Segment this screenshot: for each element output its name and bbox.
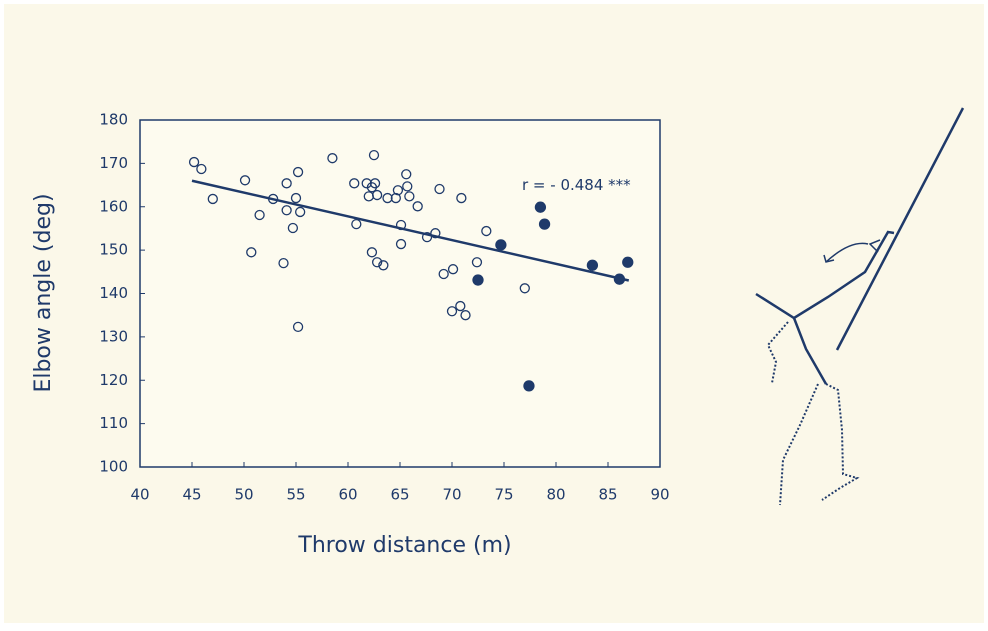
data-point (460, 310, 471, 321)
data-point (392, 185, 404, 196)
y-axis-title: Elbow angle (deg) (31, 193, 56, 392)
data-point (519, 283, 530, 294)
data-point (371, 257, 383, 268)
data-point (401, 169, 412, 180)
data-point (327, 153, 338, 164)
data-point (390, 192, 401, 204)
annotation: r = - 0.484 *** (522, 176, 631, 194)
data-point (495, 239, 507, 251)
data-point (404, 191, 415, 202)
data-point (254, 209, 265, 221)
data-point (446, 306, 458, 317)
data-point (349, 178, 360, 189)
data-point (430, 228, 441, 239)
x-tick-label: 45 (182, 486, 201, 504)
data-point (421, 231, 433, 243)
x-axis-title: Throw distance (m) (297, 533, 511, 558)
y-tick-label: 100 (99, 458, 128, 476)
data-point (292, 321, 304, 333)
data-point (395, 238, 407, 250)
data-point (523, 380, 535, 392)
x-tick-label: 90 (650, 486, 669, 504)
x-tick-label: 65 (390, 486, 409, 504)
x-tick-label: 40 (130, 486, 149, 504)
y-tick-label: 160 (99, 197, 128, 215)
data-point (369, 178, 381, 189)
regression-line (191, 179, 630, 282)
data-point (281, 205, 292, 216)
x-tick-label: 50 (234, 486, 253, 504)
data-point (287, 222, 299, 234)
stick-figure (755, 107, 965, 385)
x-tick-label: 85 (598, 486, 617, 504)
y-tick-label: 140 (99, 284, 128, 302)
data-point (290, 192, 302, 204)
stick-figure-legs (766, 321, 860, 506)
y-tick-label: 120 (99, 371, 128, 389)
data-point (196, 163, 207, 175)
data-point (371, 189, 383, 201)
y-tick-label: 130 (99, 327, 128, 345)
data-point (534, 201, 547, 213)
y-tick-label: 150 (99, 241, 128, 259)
data-point (351, 218, 362, 230)
data-point (295, 206, 306, 218)
data-point (278, 257, 289, 269)
y-tick-label: 180 (99, 111, 128, 129)
data-point (471, 257, 483, 268)
data-point (267, 193, 279, 205)
data-point (368, 149, 380, 161)
data-point (622, 256, 634, 268)
data-point (538, 218, 551, 230)
data-point (412, 201, 423, 212)
data-point (402, 181, 413, 192)
data-point (472, 274, 484, 286)
data-point (447, 264, 459, 275)
x-tick-label: 75 (494, 486, 513, 504)
data-point (455, 300, 466, 312)
data-point (281, 178, 292, 189)
data-point (207, 193, 218, 205)
data-point (366, 247, 378, 258)
data-point (456, 192, 467, 204)
data-point (434, 183, 445, 195)
data-point (613, 273, 626, 285)
data-point (188, 156, 200, 168)
y-tick-label: 110 (99, 414, 128, 432)
data-point (382, 192, 393, 204)
x-tick-label: 55 (286, 486, 305, 504)
y-tick-label: 170 (99, 154, 128, 172)
data-point (481, 225, 492, 237)
x-tick-label: 60 (338, 486, 357, 504)
data-point (438, 268, 449, 280)
data-point (246, 247, 257, 258)
plot-area (139, 119, 661, 468)
data-point (586, 259, 599, 271)
data-point (292, 166, 304, 178)
x-tick-label: 80 (546, 486, 565, 504)
data-point (239, 175, 251, 186)
data-point (378, 260, 389, 271)
x-tick-label: 70 (442, 486, 461, 504)
data-point (395, 219, 407, 231)
